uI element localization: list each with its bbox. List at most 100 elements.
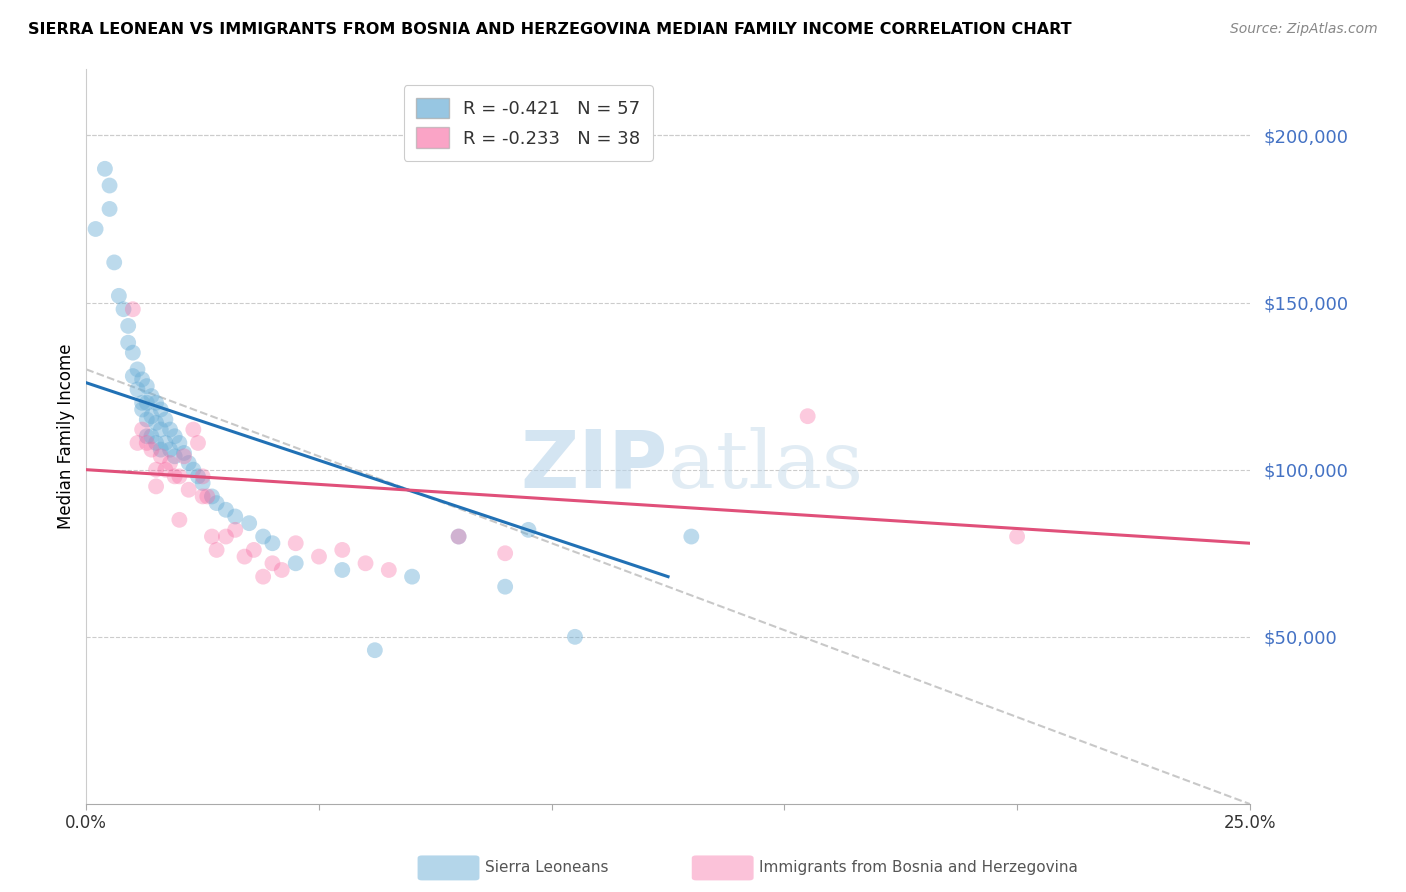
Point [169, 513, 191, 527]
Point [233, 549, 256, 564]
FancyBboxPatch shape [418, 855, 479, 880]
Point [262, 556, 284, 570]
Point [159, 442, 181, 457]
FancyBboxPatch shape [692, 855, 754, 880]
Point [191, 490, 214, 504]
Point [187, 436, 209, 450]
Point [155, 412, 177, 426]
Point [155, 463, 177, 477]
Point [94, 161, 117, 176]
Point [145, 479, 167, 493]
Point [135, 379, 157, 393]
Point [238, 516, 260, 531]
Point [330, 542, 353, 557]
Point [121, 302, 143, 317]
Point [141, 409, 163, 424]
Point [796, 409, 818, 424]
Point [127, 362, 149, 376]
Point [378, 563, 401, 577]
Text: ZIP: ZIP [520, 426, 668, 505]
Point [564, 630, 586, 644]
Point [141, 442, 163, 457]
Point [252, 530, 274, 544]
Point [131, 396, 153, 410]
Point [131, 423, 153, 437]
Point [135, 412, 157, 426]
Point [155, 436, 177, 450]
Point [127, 436, 149, 450]
Point [84, 222, 107, 236]
Point [141, 429, 163, 443]
Point [149, 423, 172, 437]
Point [177, 483, 200, 497]
Point [517, 523, 540, 537]
Point [252, 569, 274, 583]
Point [131, 372, 153, 386]
Point [224, 523, 246, 537]
Point [145, 463, 167, 477]
Point [201, 490, 224, 504]
Point [135, 429, 157, 443]
Point [195, 490, 218, 504]
Point [494, 580, 516, 594]
Point [447, 530, 470, 544]
Point [177, 456, 200, 470]
Point [187, 469, 209, 483]
Y-axis label: Median Family Income: Median Family Income [58, 343, 75, 529]
Point [681, 530, 703, 544]
Point [494, 546, 516, 560]
Point [117, 318, 139, 333]
Point [215, 530, 238, 544]
Point [205, 542, 228, 557]
Point [135, 396, 157, 410]
Point [201, 530, 224, 544]
Text: Immigrants from Bosnia and Herzegovina: Immigrants from Bosnia and Herzegovina [759, 861, 1078, 875]
Point [98, 202, 121, 216]
Point [183, 463, 205, 477]
Point [149, 450, 172, 464]
Point [103, 255, 125, 269]
Point [364, 643, 387, 657]
Point [112, 302, 135, 317]
Point [401, 569, 423, 583]
Point [215, 503, 238, 517]
Point [354, 556, 377, 570]
Point [308, 549, 330, 564]
Point [173, 450, 195, 464]
Point [1005, 530, 1028, 544]
Point [145, 416, 167, 430]
Point [270, 563, 292, 577]
Legend: R = -0.421   N = 57, R = -0.233   N = 38: R = -0.421 N = 57, R = -0.233 N = 38 [404, 85, 654, 161]
Point [149, 402, 172, 417]
Point [183, 423, 205, 437]
Text: Source: ZipAtlas.com: Source: ZipAtlas.com [1230, 22, 1378, 37]
Point [163, 450, 186, 464]
Point [205, 496, 228, 510]
Point [108, 289, 131, 303]
Point [145, 436, 167, 450]
Point [330, 563, 353, 577]
Point [117, 335, 139, 350]
Point [121, 369, 143, 384]
Point [141, 389, 163, 403]
Point [145, 396, 167, 410]
Text: atlas: atlas [668, 426, 863, 505]
Point [159, 423, 181, 437]
Point [127, 383, 149, 397]
Point [131, 402, 153, 417]
Point [98, 178, 121, 193]
Point [173, 446, 195, 460]
Point [163, 429, 186, 443]
Text: Sierra Leoneans: Sierra Leoneans [485, 861, 609, 875]
Point [191, 469, 214, 483]
Point [135, 436, 157, 450]
Point [284, 536, 307, 550]
Point [163, 469, 186, 483]
Point [169, 436, 191, 450]
Point [284, 556, 307, 570]
Text: SIERRA LEONEAN VS IMMIGRANTS FROM BOSNIA AND HERZEGOVINA MEDIAN FAMILY INCOME CO: SIERRA LEONEAN VS IMMIGRANTS FROM BOSNIA… [28, 22, 1071, 37]
Point [262, 536, 284, 550]
Point [224, 509, 246, 524]
Point [243, 542, 266, 557]
Point [149, 442, 172, 457]
